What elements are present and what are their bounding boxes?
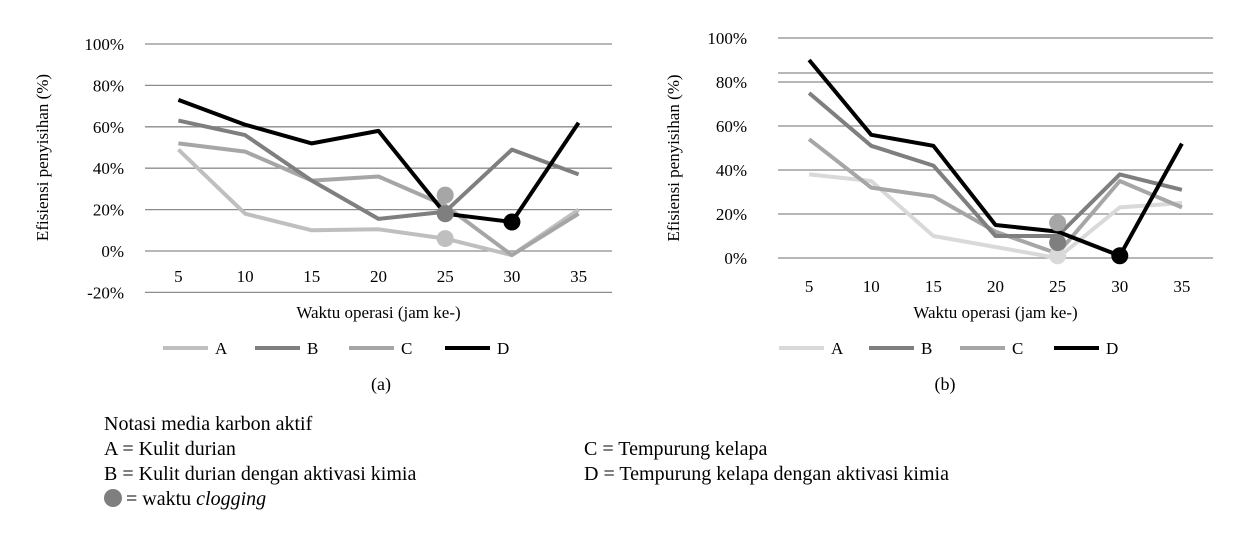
legend-label-c: C xyxy=(1012,339,1023,358)
panel-label: (a) xyxy=(371,374,391,395)
clogging-marker-a xyxy=(1049,247,1067,265)
y-tick-label: 60% xyxy=(93,118,124,137)
legend-label-a: A xyxy=(215,339,228,358)
legend-label-d: D xyxy=(1106,339,1118,358)
y-tick-label: -20% xyxy=(87,283,124,302)
clogging-marker-d xyxy=(503,213,521,231)
x-tick-label: 20 xyxy=(987,277,1004,296)
panel-label: (b) xyxy=(935,374,956,395)
notation-title: Notasi media karbon aktif xyxy=(104,413,313,435)
y-tick-label: 80% xyxy=(716,73,747,92)
y-tick-label: 20% xyxy=(716,205,747,224)
series-line-d xyxy=(807,58,1184,258)
x-tick-label: 10 xyxy=(237,267,254,286)
x-tick-label: 20 xyxy=(370,267,387,286)
clogging-marker-a xyxy=(436,230,454,248)
y-tick-label: 40% xyxy=(716,161,747,180)
x-tick-label: 15 xyxy=(925,277,942,296)
legend-label-d: D xyxy=(497,339,509,358)
legend-label-a: A xyxy=(831,339,844,358)
figure-canvas: -20%0%20%40%60%80%100%5 10 15 20 25 30 35Waktu… xyxy=(33,29,1213,395)
series-line-b xyxy=(177,118,580,221)
x-tick-label: 25 xyxy=(1049,277,1066,296)
x-tick-label: 5 xyxy=(174,267,183,286)
x-tick-label: 5 xyxy=(805,277,814,296)
y-tick-label: 0% xyxy=(101,242,124,261)
notation-clogging: = waktu clogging xyxy=(104,487,266,512)
series-line-c xyxy=(178,141,580,258)
x-tick-label: 15 xyxy=(303,267,320,286)
x-tick-label: 25 xyxy=(437,267,454,286)
y-tick-label: 0% xyxy=(724,249,747,268)
y-tick-label: 100% xyxy=(84,35,124,54)
series-line-a xyxy=(808,172,1183,260)
y-tick-label: 80% xyxy=(93,76,124,95)
notation-b: B = Kulit durian dengan aktivasi kimia xyxy=(104,463,417,485)
y-tick-label: 60% xyxy=(716,117,747,136)
y-axis-title: Efisiensi penyisihan (%) xyxy=(664,74,683,241)
chart-panel-b: 0% 20% 40% 60% 80% 100% 5 10 15 20 25 30 35 Waktu ope… xyxy=(664,29,1213,395)
clogging-marker-b xyxy=(1049,234,1067,252)
notation-d: D = Tempurung kelapa dengan aktivasi kim… xyxy=(584,463,949,485)
clogging-marker-d xyxy=(1111,247,1129,265)
clogging-prefix: = waktu xyxy=(126,488,197,510)
legend-label-b: B xyxy=(307,339,318,358)
series-line-a xyxy=(177,148,580,258)
x-tick-label: 30 xyxy=(1111,277,1128,296)
x-axis-title: Waktu operasi (jam ke-) xyxy=(296,303,460,322)
series-line-b xyxy=(807,91,1183,238)
series-line-c xyxy=(807,137,1183,256)
series-line-d xyxy=(177,98,581,224)
y-axis-title: Efisiensi penyisihan (%) xyxy=(33,74,52,241)
x-tick-label: 35 xyxy=(1173,277,1190,296)
clogging-marker-c xyxy=(1049,214,1067,232)
y-tick-label: 40% xyxy=(93,159,124,178)
clogging-marker-icon xyxy=(104,489,122,507)
x-tick-label: 10 xyxy=(863,277,880,296)
clogging-word: clogging xyxy=(196,488,267,510)
notation-c: C = Tempurung kelapa xyxy=(584,438,768,460)
notation-a: A = Kulit durian xyxy=(104,438,236,460)
legend-label-c: C xyxy=(401,339,412,358)
x-axis-title: Waktu operasi (jam ke-) xyxy=(913,303,1077,322)
x-tick-label: 35 xyxy=(570,267,587,286)
chart-panel-a: -20% 0% 20% 40% 60% 80% 100% 5 10 15 20 25 30 35 Waktu… xyxy=(33,35,612,395)
y-tick-label: 20% xyxy=(93,201,124,220)
legend-label-b: B xyxy=(921,339,932,358)
x-tick-label: 30 xyxy=(503,267,520,286)
clogging-marker-c xyxy=(436,186,454,204)
clogging-marker-b xyxy=(436,205,454,223)
y-tick-label: 100% xyxy=(707,29,747,48)
